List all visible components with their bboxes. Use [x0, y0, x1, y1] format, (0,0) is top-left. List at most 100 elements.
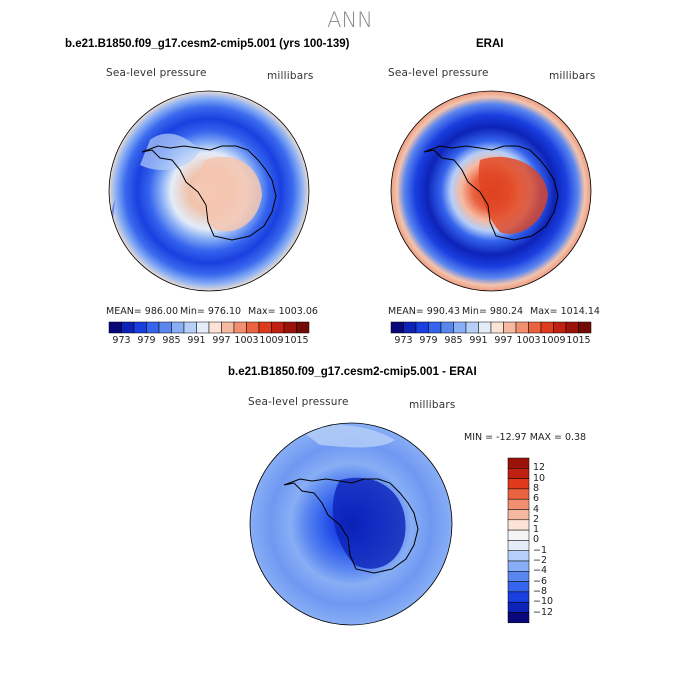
panel3-title: b.e21.B1850.f09_g17.cesm2-cmip5.001 - ER…: [228, 366, 477, 378]
panel1-variable: Sea-level pressure: [106, 67, 207, 79]
colorbar-swatch: [507, 468, 530, 479]
colorbar-tick-label: 1: [533, 524, 540, 536]
colorbar-swatch: [507, 488, 530, 500]
colorbar-swatch: [146, 321, 160, 334]
colorbar-tick-label: 10: [533, 472, 546, 484]
panel1-colorbar: [108, 321, 310, 334]
colorbar-swatch: [478, 321, 492, 334]
panel3-units: millibars: [409, 399, 456, 411]
colorbar-tick-label: 997: [494, 335, 513, 346]
colorbar-tick-label: −8: [533, 585, 548, 597]
colorbar-swatch: [507, 529, 530, 541]
colorbar-swatch: [507, 509, 530, 521]
colorbar-swatch: [271, 321, 285, 334]
colorbar-swatch: [158, 321, 172, 334]
colorbar-tick-label: 979: [419, 335, 438, 346]
figure-title: ANN: [327, 8, 373, 32]
colorbar-swatch: [565, 321, 579, 334]
colorbar-swatch: [540, 321, 554, 334]
colorbar-swatch: [283, 321, 297, 334]
colorbar-swatch: [208, 321, 222, 334]
colorbar-tick-label: 1009: [541, 335, 566, 346]
colorbar-tick-label: 991: [469, 335, 488, 346]
colorbar-swatch: [415, 321, 429, 334]
panel2-title: ERAI: [476, 38, 504, 50]
colorbar-swatch: [121, 321, 135, 334]
panel1-title: b.e21.B1850.f09_g17.cesm2-cmip5.001 (yrs…: [65, 38, 350, 50]
colorbar-swatch: [465, 321, 479, 334]
colorbar-tick-label: 979: [137, 335, 156, 346]
colorbar-swatch: [183, 321, 197, 334]
panel2-min: Min= 980.24: [462, 306, 524, 317]
colorbar-swatch: [428, 321, 442, 334]
colorbar-swatch: [108, 321, 122, 334]
diff-colorbar: [507, 457, 530, 624]
colorbar-swatch: [453, 321, 467, 334]
colorbar-swatch: [296, 321, 310, 334]
colorbar-tick-label: 991: [187, 335, 206, 346]
colorbar-tick-label: 4: [533, 503, 540, 515]
panel1-units: millibars: [267, 70, 314, 82]
colorbar-swatch: [507, 540, 530, 551]
colorbar-tick-label: 12: [533, 462, 546, 474]
panel2-mean: MEAN= 990.43: [388, 306, 461, 317]
panel3-minmax: MIN = -12.97 MAX = 0.38: [464, 432, 587, 443]
colorbar-swatch: [507, 457, 530, 469]
colorbar-swatch: [133, 321, 147, 334]
colorbar-swatch: [528, 321, 542, 334]
panel1-min: Min= 976.10: [180, 306, 242, 317]
colorbar-tick-label: 1015: [284, 335, 309, 346]
colorbar-tick-label: −6: [533, 575, 548, 587]
colorbar-tick-label: 1015: [566, 335, 591, 346]
colorbar-swatch: [507, 560, 530, 572]
colorbar-tick-label: 1003: [234, 335, 259, 346]
colorbar-tick-label: −4: [533, 565, 548, 577]
colorbar-swatch: [196, 321, 210, 334]
colorbar-tick-label: 1003: [516, 335, 541, 346]
colorbar-swatch: [490, 321, 504, 334]
colorbar-swatch: [390, 321, 404, 334]
colorbar-swatch: [221, 321, 235, 334]
colorbar-swatch: [246, 321, 260, 334]
colorbar-swatch: [440, 321, 454, 334]
colorbar-tick-label: 973: [112, 335, 131, 346]
panel1-max: Max= 1003.06: [248, 306, 318, 317]
colorbar-swatch: [507, 591, 530, 603]
colorbar-swatch: [553, 321, 567, 334]
colorbar-swatch: [507, 612, 530, 624]
colorbar-swatch: [507, 550, 530, 562]
colorbar-swatch: [507, 519, 530, 531]
colorbar-tick-label: 6: [533, 493, 540, 505]
colorbar-tick-label: −1: [533, 544, 548, 556]
colorbar-tick-label: 8: [533, 482, 540, 494]
colorbar-tick-label: 985: [162, 335, 181, 346]
colorbar-tick-label: −12: [533, 606, 554, 618]
colorbar-tick-label: 985: [444, 335, 463, 346]
colorbar-swatch: [507, 498, 530, 510]
panel2-max: Max= 1014.14: [530, 306, 600, 317]
panel1-mean: MEAN= 986.00: [106, 306, 179, 317]
colorbar-tick-label: 0: [533, 534, 540, 546]
colorbar-swatch: [578, 321, 592, 334]
panel2-units: millibars: [549, 70, 596, 82]
panel2-colorbar: [390, 321, 592, 334]
colorbar-swatch: [258, 321, 272, 334]
colorbar-swatch: [507, 581, 530, 593]
colorbar-swatch: [403, 321, 417, 334]
colorbar-tick-label: −10: [533, 596, 554, 608]
colorbar-swatch: [507, 478, 530, 490]
colorbar-swatch: [507, 571, 530, 582]
colorbar-tick-label: 973: [394, 335, 413, 346]
colorbar-tick-label: 1009: [259, 335, 284, 346]
colorbar-tick-label: 997: [212, 335, 231, 346]
colorbar-swatch: [503, 321, 517, 334]
colorbar-tick-label: 2: [533, 513, 540, 525]
colorbar-swatch: [171, 321, 185, 334]
colorbar-swatch: [515, 321, 529, 334]
colorbar-swatch: [507, 601, 530, 613]
colorbar-swatch: [233, 321, 247, 334]
panel3-variable: Sea-level pressure: [248, 396, 349, 408]
colorbar-tick-label: −2: [533, 555, 548, 566]
panel2-variable: Sea-level pressure: [388, 67, 489, 79]
